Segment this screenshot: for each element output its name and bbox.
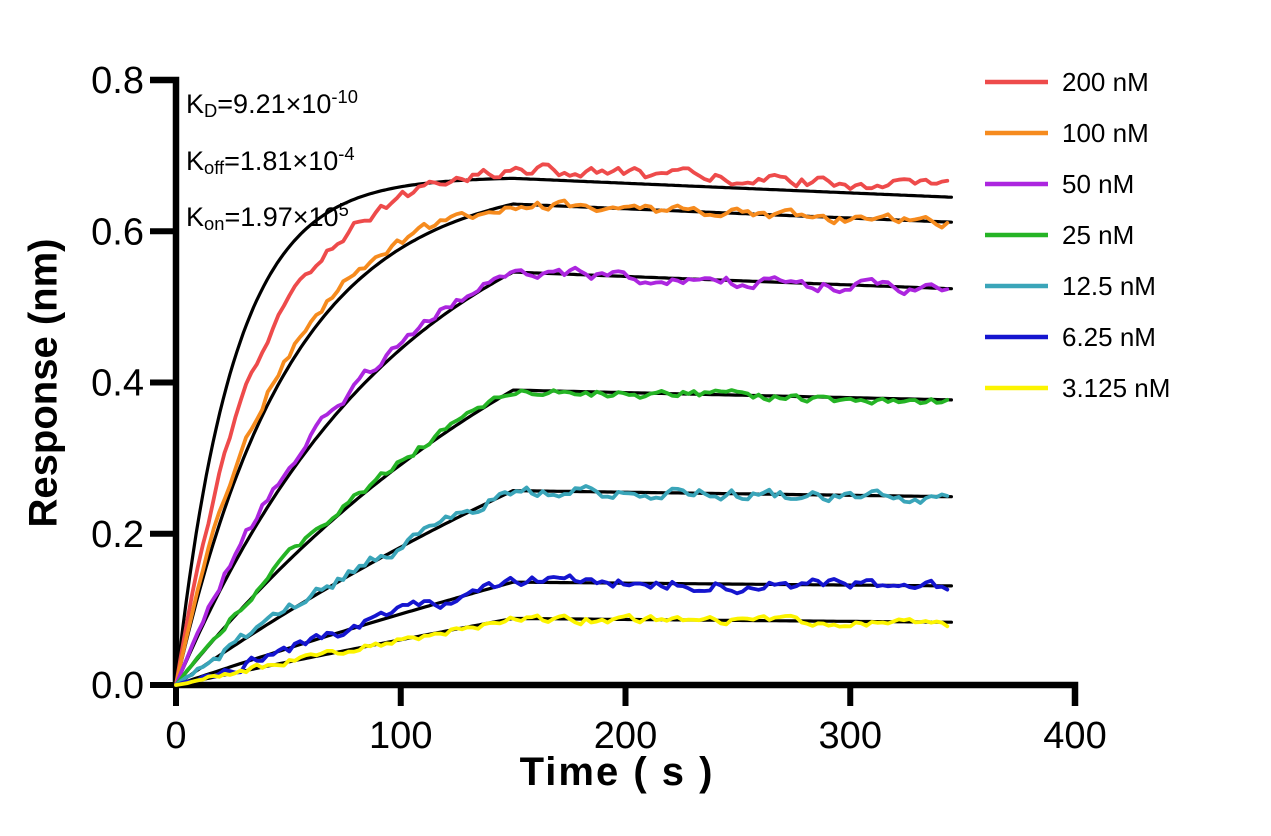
x-tick-label: 300 — [819, 715, 882, 757]
legend-label-6.25-nM: 6.25 nM — [1062, 322, 1156, 352]
y-tick-label: 0.4 — [91, 363, 144, 405]
fit-curve-6.25-nM — [174, 580, 953, 687]
fit-curve-3.125-nM — [174, 616, 953, 687]
data-trace-200-nM — [174, 162, 950, 687]
koff-subscript: off — [204, 156, 225, 178]
koff-base: K — [186, 145, 205, 176]
kd-exponent: -10 — [331, 86, 358, 107]
kd-value: =9.21×10 — [217, 89, 332, 120]
x-tick-label: 400 — [1043, 715, 1106, 757]
kinetics-annotations: KD=9.21×10-10 Koff=1.81×10-4 Kon=1.97×10… — [186, 76, 358, 246]
fit-curves — [174, 176, 953, 687]
y-tick-label: 0.8 — [91, 60, 144, 102]
y-tick-label: 0.0 — [91, 665, 144, 707]
kon-base: K — [186, 202, 205, 233]
legend-label-12.5-nM: 12.5 nM — [1062, 271, 1156, 301]
x-tick-label: 100 — [369, 715, 432, 757]
legend-label-3.125-nM: 3.125 nM — [1062, 373, 1170, 403]
fit-curve-12.5-nM — [174, 489, 953, 687]
kd-annotation: KD=9.21×10-10 — [186, 76, 358, 133]
data-trace-6.25-nM — [174, 573, 950, 687]
legend-label-100-nM: 100 nM — [1062, 118, 1149, 148]
kon-exponent: 5 — [338, 199, 349, 221]
koff-exponent: -4 — [338, 142, 355, 164]
x-axis-title: Time ( s ) — [519, 750, 715, 794]
koff-annotation: Koff=1.81×10-4 — [186, 133, 358, 190]
fit-curve-200-nM — [174, 176, 953, 687]
data-trace-3.125-nM — [174, 613, 950, 687]
x-tick-label: 0 — [165, 715, 186, 757]
data-trace-25-nM — [174, 388, 950, 687]
fit-curve-25-nM — [174, 388, 953, 687]
legend-label-25-nM: 25 nM — [1062, 220, 1134, 250]
data-trace-100-nM — [174, 198, 950, 687]
legend-label-50-nM: 50 nM — [1062, 169, 1134, 199]
x-tick-label: 200 — [594, 715, 657, 757]
y-tick-label: 0.6 — [91, 211, 144, 253]
y-axis-title: Response (nm) — [21, 238, 66, 528]
y-tick-label: 0.2 — [91, 514, 144, 556]
data-trace-12.5-nM — [174, 484, 950, 687]
kon-annotation: Kon=1.97×105 — [186, 189, 358, 246]
kd-subscript: D — [204, 100, 218, 122]
kon-value: =1.97×10 — [224, 202, 339, 233]
legend-label-200-nM: 200 nM — [1062, 67, 1149, 97]
data-trace-50-nM — [174, 265, 950, 687]
legend: 200 nM 100 nM 50 nM 25 nM 12.5 nM 6.25 nM 3.12… — [985, 67, 1170, 403]
koff-value: =1.81×10 — [224, 145, 339, 176]
kd-base: K — [186, 89, 205, 120]
kon-subscript: on — [204, 213, 225, 235]
data-traces — [174, 162, 950, 687]
axis-ticks: 0.0 0.2 0.4 0.6 0.8 0 100 200 300 400 — [91, 60, 1107, 757]
